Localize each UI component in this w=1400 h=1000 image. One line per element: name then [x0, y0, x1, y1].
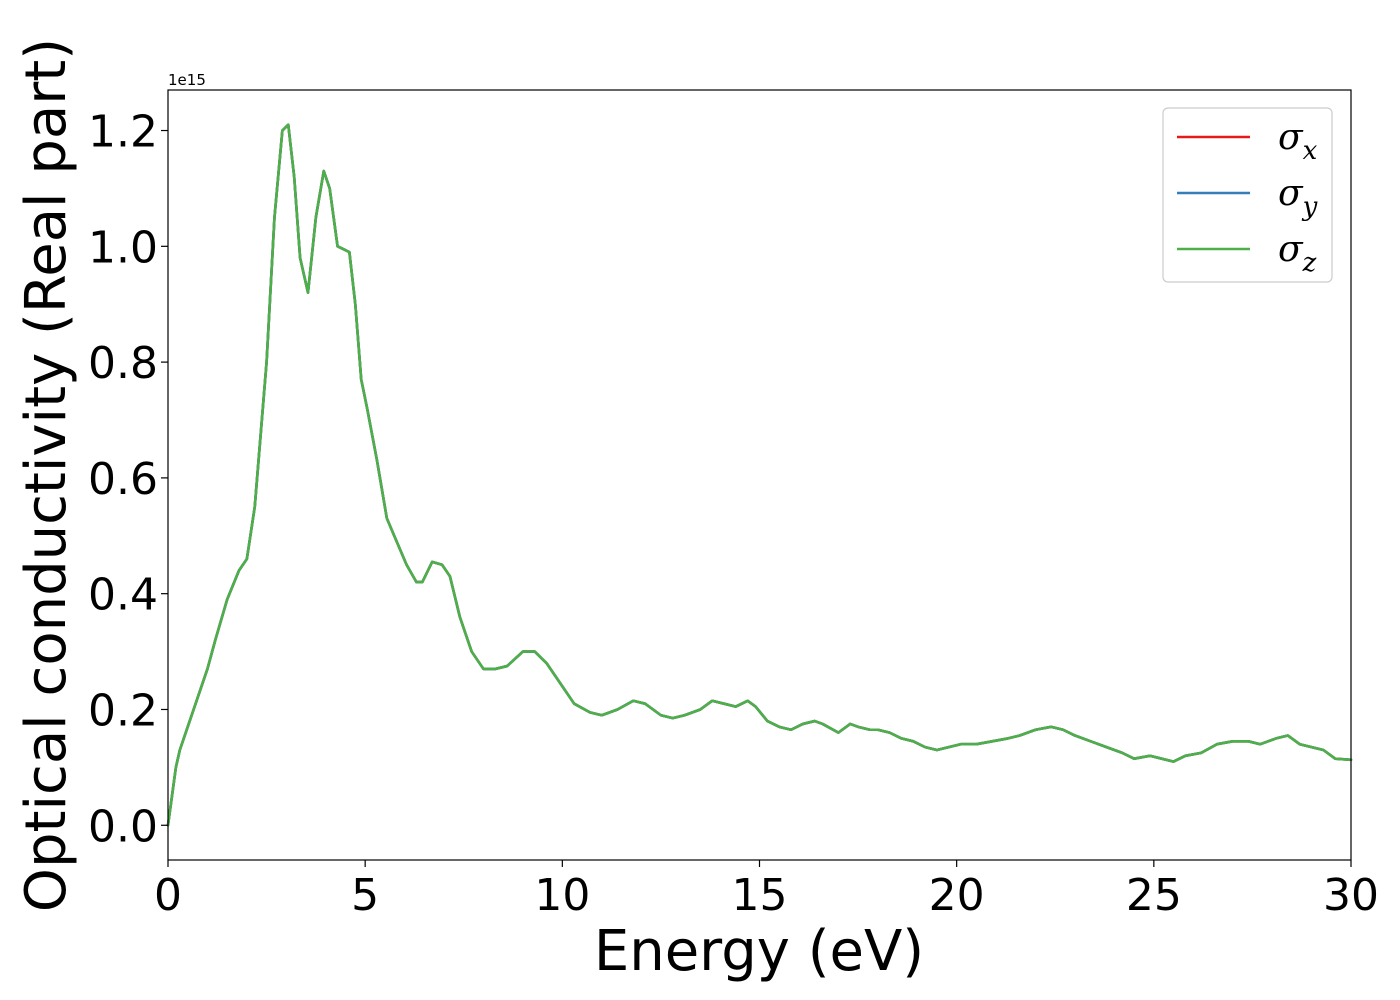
legend-label: σx — [1278, 117, 1318, 166]
y-tick-label: 1.0 — [88, 222, 158, 273]
y-tick-label: 0.2 — [88, 685, 158, 736]
legend-subscript: y — [1302, 192, 1318, 222]
x-axis: 0 5 10 15 20 25 30 — [154, 860, 1379, 921]
x-tick-label: 10 — [534, 870, 590, 921]
plot-area — [168, 90, 1351, 860]
y-axis-title: Optical conductivity (Real part) — [14, 38, 79, 912]
y-tick-label: 0.8 — [88, 338, 158, 389]
y-offset-text: 1e15 — [168, 71, 206, 89]
legend-box — [1162, 107, 1333, 283]
legend-symbol: σ — [1278, 173, 1304, 214]
legend-symbol: σ — [1278, 229, 1304, 270]
y-tick-label: 1.2 — [88, 107, 158, 158]
x-tick-label: 5 — [351, 870, 379, 921]
x-tick-label: 25 — [1126, 870, 1182, 921]
legend-subscript: x — [1303, 136, 1318, 166]
x-tick-label: 30 — [1323, 870, 1379, 921]
x-axis-title: Energy (eV) — [594, 919, 924, 984]
series-layer — [166, 123, 1353, 827]
y-tick-label: 0.6 — [88, 454, 158, 505]
legend-subscript: z — [1302, 248, 1317, 278]
x-tick-label: 20 — [929, 870, 985, 921]
legend-symbol: σ — [1278, 117, 1304, 158]
x-tick-label: 0 — [154, 870, 182, 921]
y-axis: 0.0 0.2 0.4 0.6 0.8 1.0 1.2 — [88, 107, 168, 852]
y-tick-label: 0.4 — [88, 570, 158, 621]
x-tick-label: 15 — [732, 870, 788, 921]
legend-label: σz — [1278, 229, 1317, 278]
series-line-sigma-z — [166, 123, 1353, 827]
y-tick-label: 0.0 — [88, 801, 158, 852]
legend-label: σy — [1278, 173, 1318, 222]
